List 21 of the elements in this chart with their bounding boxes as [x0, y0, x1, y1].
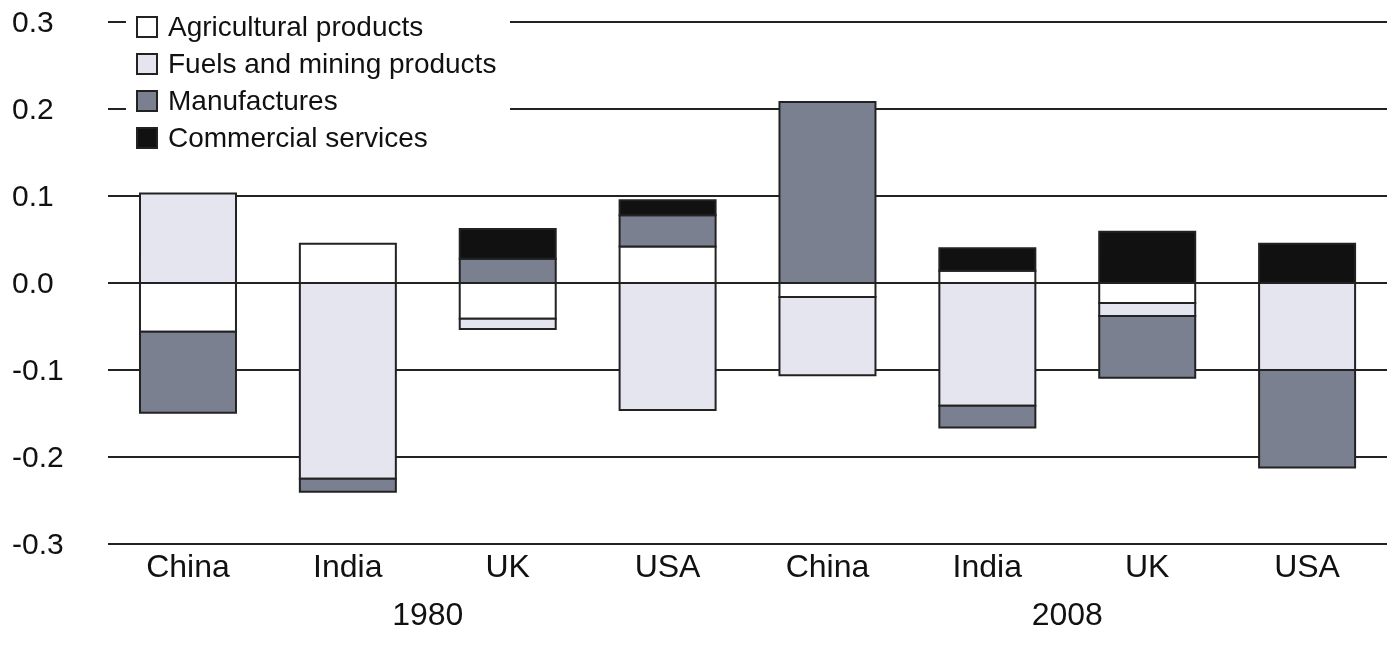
legend-label: Fuels and mining products: [168, 47, 497, 81]
legend-label: Commercial services: [168, 121, 428, 155]
y-tick-label: 0.1: [12, 179, 54, 212]
x-tick-label: China: [146, 547, 230, 584]
y-tick-label: 0.3: [12, 5, 54, 38]
y-tick-label: 0.2: [12, 92, 54, 125]
x-tick-label: India: [313, 547, 383, 584]
y-tick-label: -0.3: [12, 527, 64, 560]
x-tick-label: UK: [485, 547, 530, 584]
y-tick-label: -0.1: [12, 353, 64, 386]
text: 2008: [1030, 596, 1104, 633]
text: 1980: [391, 596, 465, 633]
x-tick-label: USA: [634, 547, 702, 584]
x-tick-label: India: [952, 547, 1023, 584]
legend-label: Manufactures: [168, 84, 338, 118]
y-tick-label: -0.2: [12, 440, 64, 473]
y-tick-label: 0.0: [12, 266, 54, 299]
x-tick-label: UK: [1124, 547, 1170, 584]
legend-label: Agricultural products: [168, 10, 424, 44]
x-tick-label: USA: [1274, 547, 1341, 584]
x-tick-label: China: [785, 547, 870, 584]
